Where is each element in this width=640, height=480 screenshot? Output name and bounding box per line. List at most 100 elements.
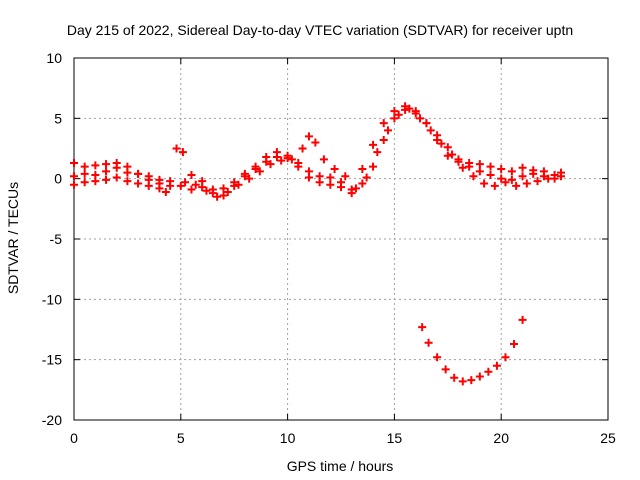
series-arc-5 <box>418 315 527 386</box>
data-point <box>518 315 527 324</box>
y-tick-label: -5 <box>50 231 63 247</box>
y-tick-label: 5 <box>54 110 62 126</box>
data-point <box>522 179 531 188</box>
data-point <box>161 187 170 196</box>
series-arc-1 <box>70 105 566 198</box>
data-point <box>441 365 450 374</box>
x-tick-label: 5 <box>177 430 185 446</box>
data-point <box>294 162 303 171</box>
data-point <box>518 172 527 181</box>
data-point <box>213 192 222 201</box>
data-point <box>187 185 196 194</box>
data-point <box>418 323 427 332</box>
data-point <box>475 160 484 169</box>
data-point <box>416 114 425 123</box>
data-point <box>178 148 187 157</box>
data-point <box>480 179 489 188</box>
data-point <box>123 162 132 171</box>
data-point <box>539 167 548 176</box>
data-point <box>484 367 493 376</box>
data-point <box>134 169 143 178</box>
data-point <box>319 155 328 164</box>
data-point <box>187 171 196 180</box>
data-point <box>198 177 207 186</box>
data-point <box>486 162 495 171</box>
data-point <box>70 180 78 189</box>
data-point <box>155 184 164 193</box>
data-point <box>304 173 313 182</box>
data-point <box>91 161 100 170</box>
data-point <box>91 177 100 186</box>
series-arc-3 <box>70 104 553 201</box>
y-tick-label: -15 <box>42 352 62 368</box>
data-point <box>70 158 78 167</box>
data-point <box>373 148 382 157</box>
series-arc-2 <box>70 102 566 200</box>
data-point <box>467 376 476 385</box>
data-point <box>266 160 275 169</box>
data-point <box>245 174 254 183</box>
data-point <box>405 104 414 113</box>
data-point <box>287 155 296 164</box>
data-point <box>208 185 217 194</box>
data-point <box>390 114 399 123</box>
data-point <box>358 165 367 174</box>
data-point <box>102 160 111 169</box>
data-point <box>251 162 260 171</box>
data-point <box>112 158 121 167</box>
x-tick-label: 25 <box>600 430 616 446</box>
data-point <box>424 338 433 347</box>
data-point <box>80 162 89 171</box>
data-point <box>298 144 307 153</box>
data-point <box>272 148 281 157</box>
data-point <box>544 174 553 183</box>
data-point <box>369 162 378 171</box>
data-point <box>518 163 527 172</box>
data-point <box>70 172 78 181</box>
data-point <box>223 187 232 196</box>
data-point <box>401 102 410 111</box>
data-point <box>219 191 228 200</box>
data-point <box>486 171 495 180</box>
data-point <box>379 136 388 145</box>
data-point <box>230 181 239 190</box>
data-point <box>172 144 181 153</box>
data-point <box>351 184 360 193</box>
y-tick-label: -10 <box>42 291 62 307</box>
data-point <box>80 178 89 187</box>
data-point <box>112 173 121 182</box>
data-point <box>123 177 132 186</box>
data-point <box>507 175 516 184</box>
data-point <box>492 361 501 370</box>
data-point <box>337 183 345 192</box>
data-point <box>219 184 228 193</box>
data-points <box>70 102 566 386</box>
data-point <box>144 181 153 190</box>
x-tick-label: 20 <box>493 430 509 446</box>
data-point <box>347 189 356 198</box>
data-point <box>234 180 243 189</box>
data-point <box>176 181 185 190</box>
data-point <box>255 167 264 176</box>
data-point <box>379 119 388 128</box>
data-point <box>181 178 190 187</box>
data-point <box>102 167 111 176</box>
data-point <box>458 377 467 386</box>
data-point <box>497 174 506 183</box>
data-point <box>490 181 499 190</box>
data-point <box>341 172 350 181</box>
data-point <box>191 180 200 189</box>
data-point <box>475 167 484 176</box>
data-point <box>315 178 324 187</box>
data-point <box>358 179 367 188</box>
data-point <box>465 158 474 167</box>
y-tick-label: -20 <box>42 412 62 428</box>
data-point <box>443 143 452 152</box>
data-point <box>550 171 559 180</box>
grid <box>74 58 608 420</box>
data-point <box>507 167 516 176</box>
data-point <box>533 177 542 186</box>
data-point <box>443 151 452 160</box>
data-point <box>437 139 446 148</box>
